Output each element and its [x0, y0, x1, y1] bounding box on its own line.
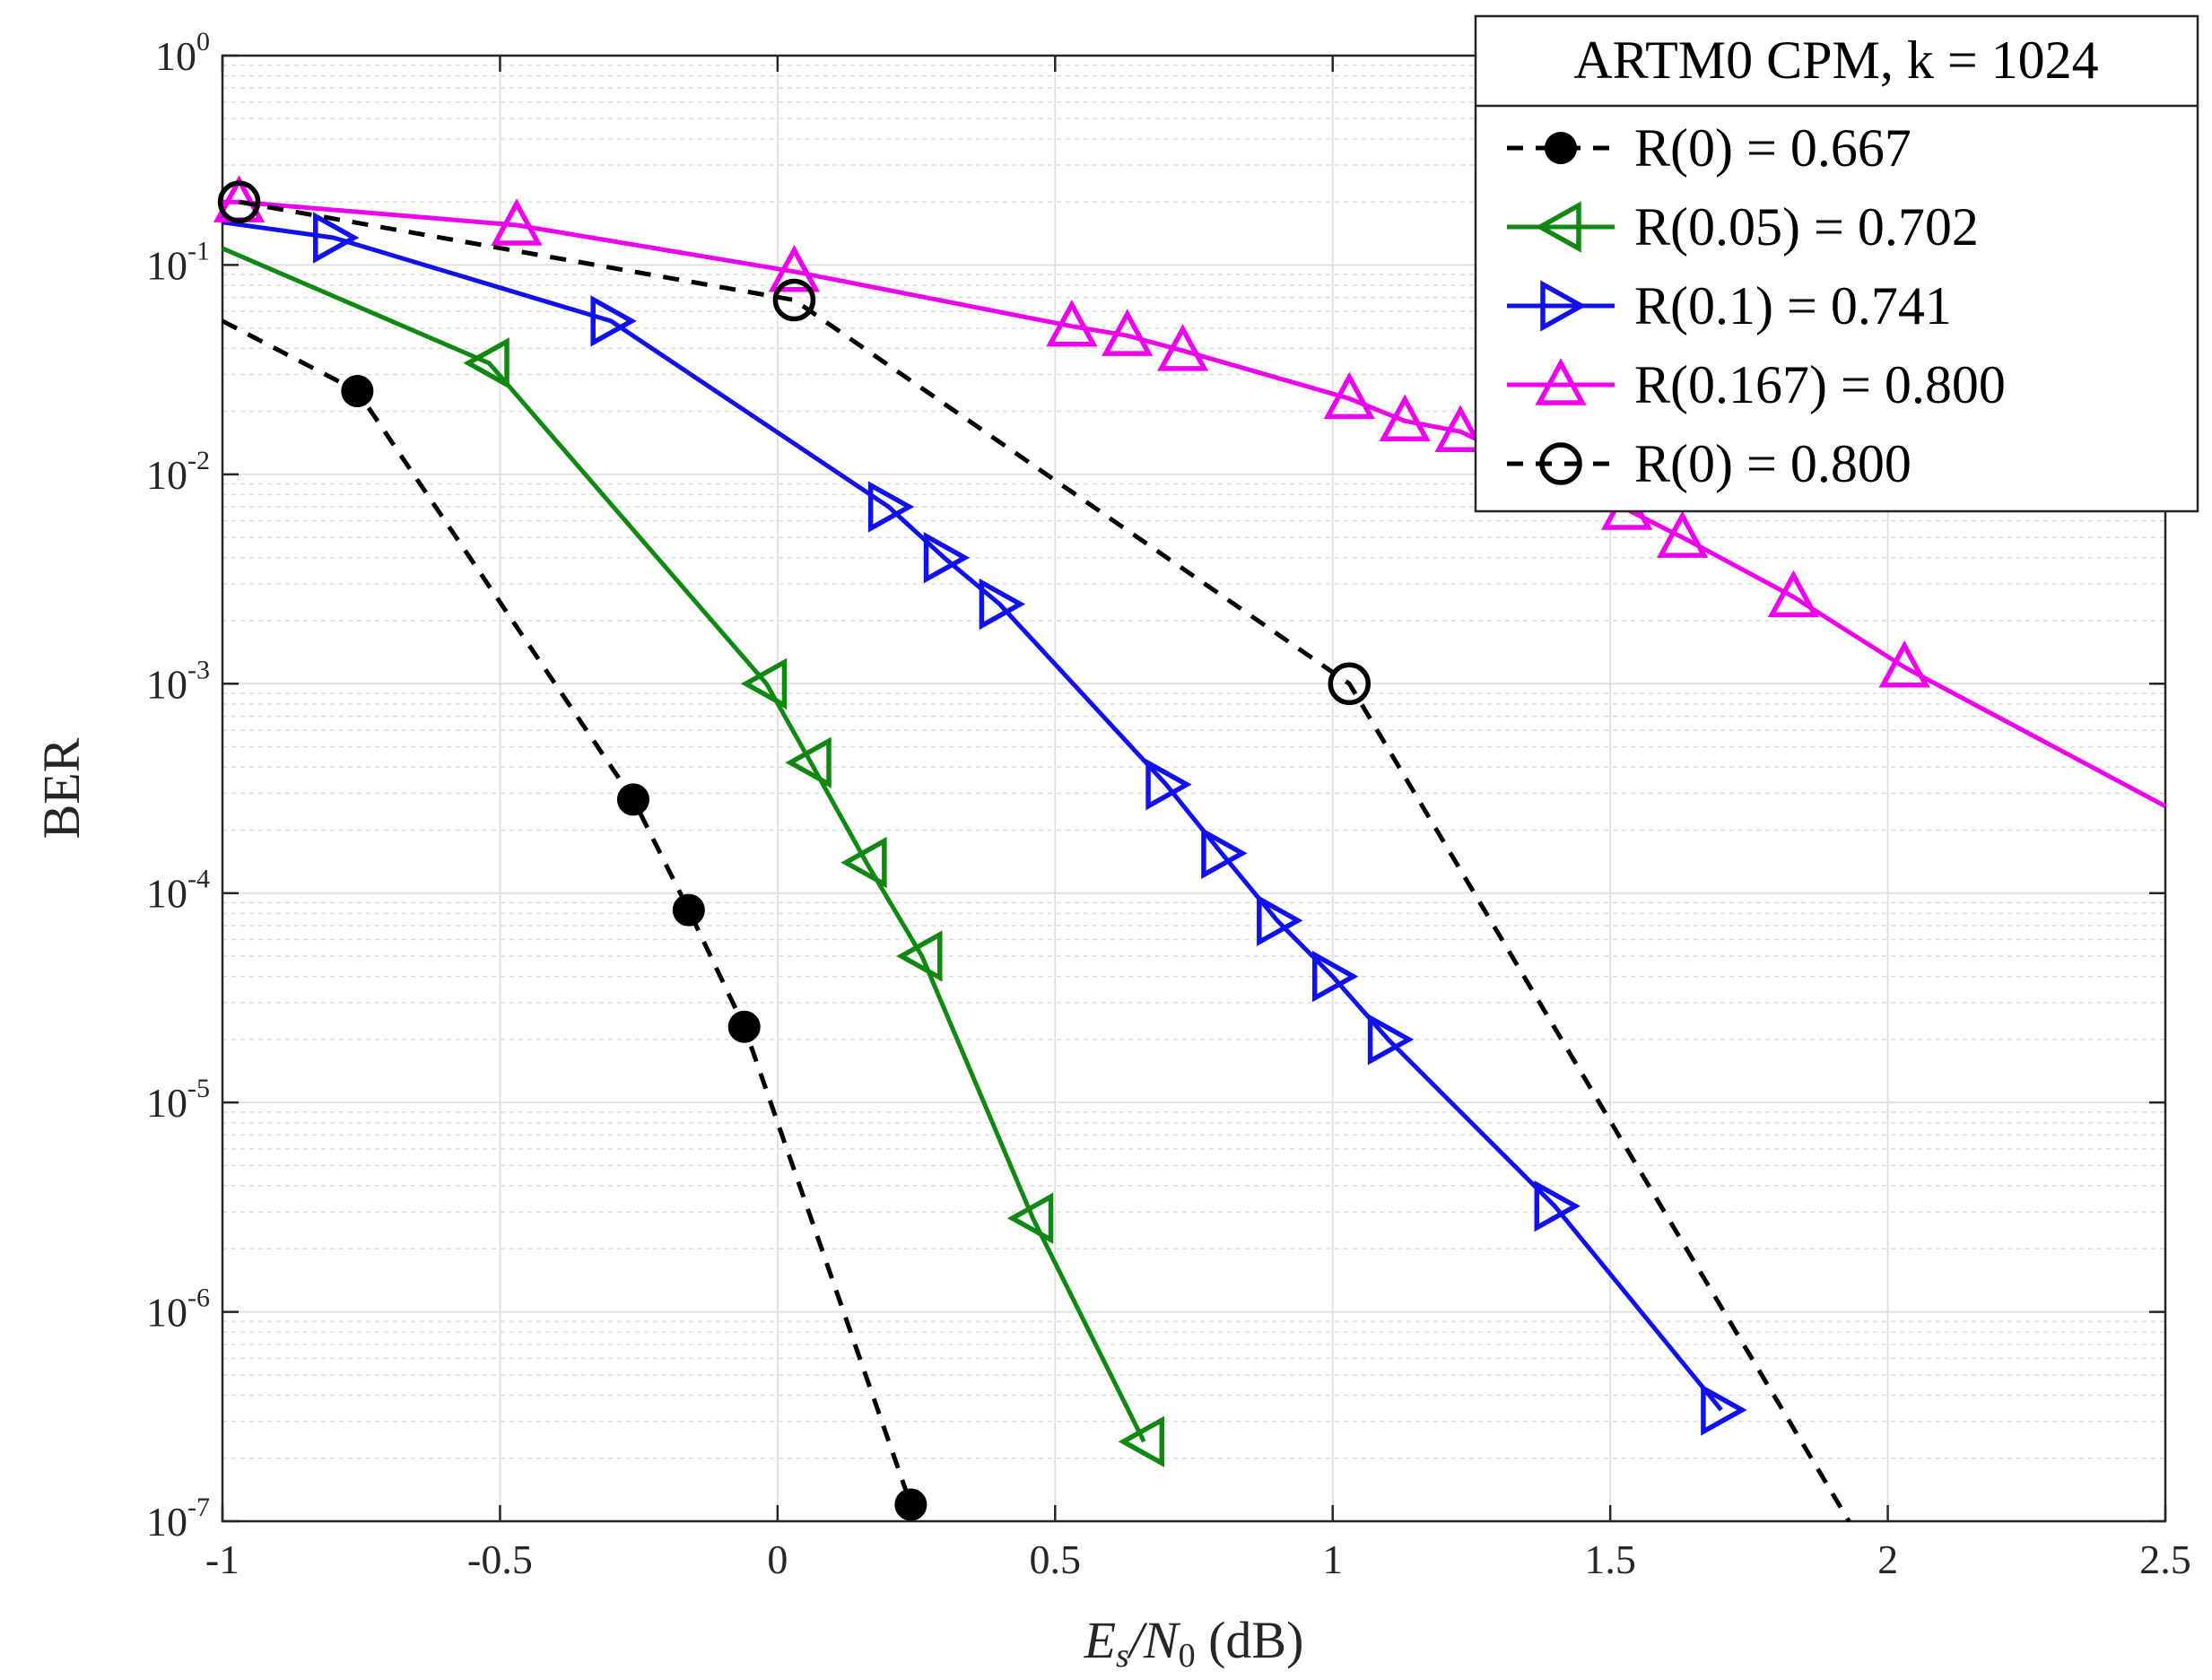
legend-title: ARTM0 CPM, k = 1024: [1573, 30, 2098, 90]
data-point: [674, 895, 704, 926]
legend-label: R(0.05) = 0.702: [1634, 197, 1979, 257]
x-tick-label: 1: [1322, 1536, 1343, 1582]
data-point: [342, 376, 372, 406]
legend-entry-2: R(0.05) = 0.702: [1507, 197, 1979, 257]
legend-label: R(0.167) = 0.800: [1634, 355, 2006, 414]
ber-chart: -1 -0.5 0 0.5 1 1.5 2 2.510-710-610-510-410-310…: [0, 0, 2212, 1680]
data-point: [729, 1012, 760, 1042]
x-tick-label: 0: [767, 1536, 788, 1582]
x-tick-label: 2.5: [2139, 1536, 2191, 1582]
x-tick-label: -1: [205, 1536, 239, 1582]
x-tick-label: 1.5: [1584, 1536, 1636, 1582]
data-point: [895, 1490, 926, 1520]
legend-label: R(0) = 0.800: [1634, 434, 1912, 493]
data-point: [618, 784, 649, 814]
legend-label: R(0.1) = 0.741: [1634, 276, 1952, 335]
legend: ARTM0 CPM, k = 1024 R(0) = 0.667 R(0.05) …: [1476, 16, 2198, 511]
x-tick-label: 0.5: [1030, 1536, 1082, 1582]
x-tick-label: -0.5: [467, 1536, 533, 1582]
x-tick-label: 2: [1877, 1536, 1898, 1582]
legend-marker: [1546, 133, 1576, 163]
y-axis-label: BER: [32, 737, 91, 839]
legend-label: R(0) = 0.667: [1634, 118, 1912, 178]
